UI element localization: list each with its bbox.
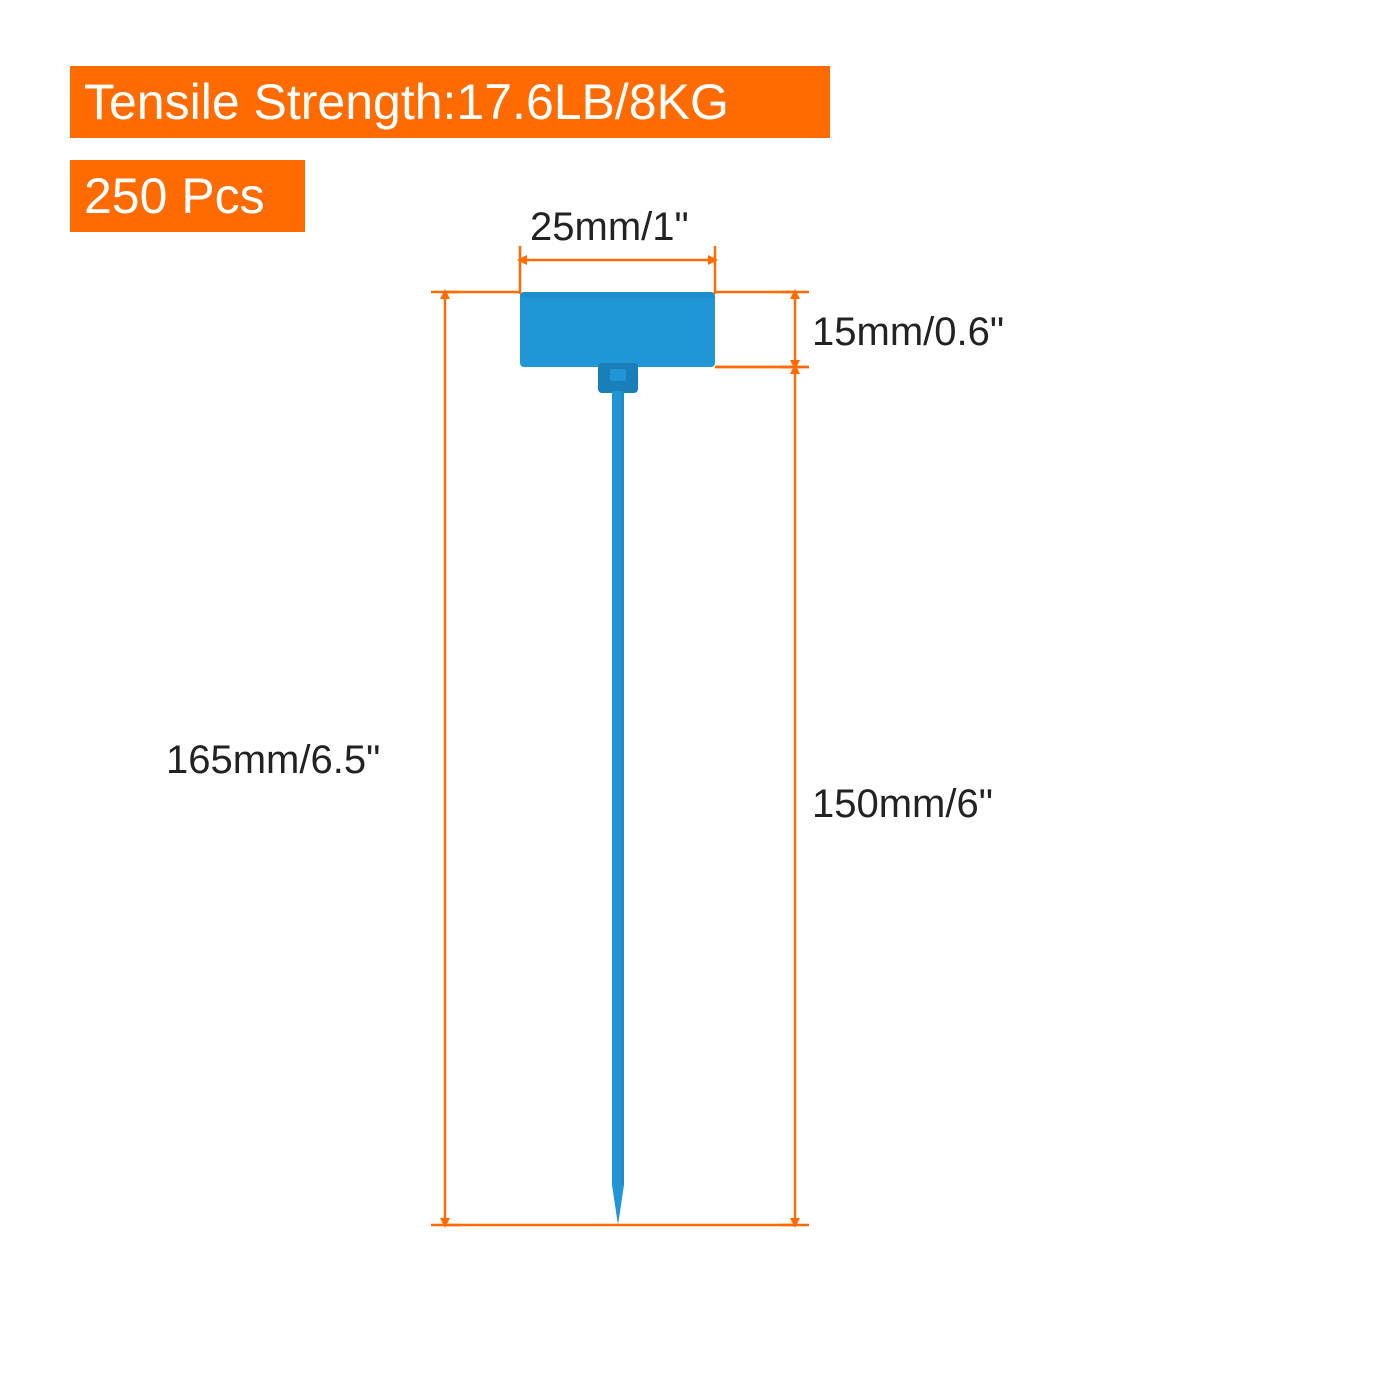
product-dimension-diagram xyxy=(0,0,1400,1400)
